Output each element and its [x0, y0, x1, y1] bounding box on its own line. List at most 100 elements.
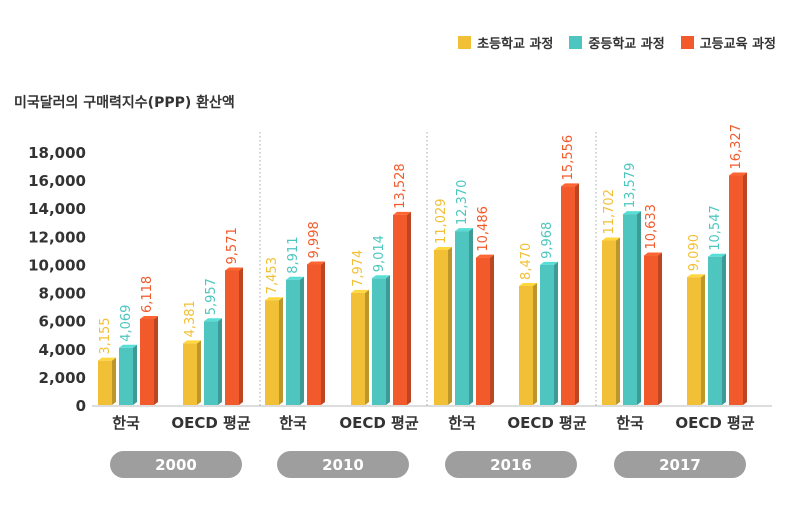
- bar-side: [658, 252, 662, 405]
- bar-value-label: 3,155: [98, 317, 113, 354]
- y-tick-label: 12,000: [28, 228, 86, 246]
- year-pill: [445, 451, 577, 478]
- bar-value-label: 16,327: [729, 124, 744, 170]
- bar-top: [351, 289, 369, 293]
- year-label: 2000: [155, 456, 197, 474]
- bar: [602, 240, 616, 405]
- bar: [393, 214, 407, 405]
- bar-side: [112, 357, 116, 405]
- bar-value-label: 9,090: [687, 234, 702, 271]
- x-category-label: OECD 평균: [339, 414, 418, 432]
- bar-top: [623, 211, 641, 215]
- year-pill: [614, 451, 746, 478]
- x-category-label: 한국: [112, 414, 140, 432]
- x-category-label: 한국: [279, 414, 307, 432]
- bar-side: [533, 282, 537, 405]
- bar-value-label: 6,118: [140, 276, 155, 313]
- bar-side: [743, 172, 747, 405]
- bar-value-label: 4,381: [183, 300, 198, 337]
- legend-label-elementary: 초등학교 과정: [477, 37, 554, 52]
- bar-top: [644, 252, 662, 256]
- bar-value-label: 8,911: [286, 237, 301, 274]
- bar: [687, 277, 701, 405]
- bar-top: [286, 276, 304, 280]
- bar: [140, 319, 154, 405]
- bar-side: [386, 275, 390, 405]
- y-tick-label: 8,000: [39, 285, 86, 303]
- bar: [372, 278, 386, 405]
- bar-value-label: 4,069: [119, 305, 134, 342]
- x-category-label: 한국: [448, 414, 476, 432]
- bar-side: [279, 297, 283, 405]
- bar: [351, 292, 365, 405]
- bar-top: [708, 253, 726, 257]
- bar-value-label: 10,486: [476, 206, 491, 252]
- bar-side: [448, 246, 452, 405]
- bar-top: [455, 228, 473, 232]
- bar-side: [490, 254, 494, 405]
- bar: [708, 256, 722, 405]
- bar-top: [140, 316, 158, 320]
- legend-item-elementary: 초등학교 과정: [458, 33, 553, 52]
- bar-side: [637, 211, 641, 405]
- bar-top: [372, 275, 390, 279]
- bar-value-label: 13,579: [623, 163, 638, 209]
- legend-item-secondary: 중등학교 과정: [569, 33, 665, 52]
- bar-side: [197, 340, 201, 405]
- bar-side: [133, 344, 137, 405]
- legend-label-tertiary: 고등교육 과정: [699, 37, 776, 52]
- bar-side: [321, 261, 325, 405]
- bar: [561, 186, 575, 405]
- bar: [455, 231, 469, 405]
- legend: 초등학교 과정 중등학교 과정 고등교육 과정: [458, 33, 776, 52]
- x-category-label: OECD 평균: [171, 414, 250, 432]
- bar-side: [365, 289, 369, 405]
- y-tick-label: 16,000: [28, 172, 86, 190]
- bar-value-label: 9,014: [372, 235, 387, 272]
- bar-side: [239, 267, 243, 405]
- bar: [119, 347, 133, 405]
- bar-value-label: 15,556: [561, 135, 576, 181]
- legend-swatch-elementary: [458, 36, 472, 49]
- bar-value-label: 5,957: [204, 278, 219, 315]
- bar-top: [602, 237, 620, 241]
- legend-label-secondary: 중등학교 과정: [588, 37, 665, 52]
- bar-top: [729, 172, 747, 176]
- x-category-label: OECD 평균: [507, 414, 586, 432]
- y-tick-label: 14,000: [28, 200, 86, 218]
- y-tick-label: 2,000: [39, 369, 86, 387]
- bar-top: [561, 183, 579, 187]
- bar-top: [119, 344, 137, 348]
- bar-value-label: 10,633: [644, 204, 659, 250]
- bar-value-label: 11,029: [434, 198, 449, 244]
- bar-top: [393, 211, 411, 215]
- year-pill: [277, 451, 409, 478]
- bar: [286, 279, 300, 405]
- bar-value-label: 9,998: [307, 221, 322, 258]
- bar-top: [265, 297, 283, 301]
- bar-value-label: 9,968: [540, 222, 555, 259]
- bar-top: [183, 340, 201, 344]
- y-tick-label: 6,000: [39, 313, 86, 331]
- bar-value-label: 9,571: [225, 227, 240, 264]
- y-tick-label: 4,000: [39, 341, 86, 359]
- bar-top: [476, 254, 494, 258]
- bar: [729, 175, 743, 405]
- bar-value-label: 13,528: [393, 163, 408, 209]
- x-category-label: OECD 평균: [675, 414, 754, 432]
- bar-top: [307, 261, 325, 265]
- bar-side: [469, 228, 473, 405]
- bar-value-label: 7,453: [265, 257, 280, 294]
- bar: [307, 264, 321, 405]
- bar: [519, 285, 533, 405]
- bar-top: [225, 267, 243, 271]
- bar-side: [218, 318, 222, 405]
- bar-value-label: 7,974: [351, 250, 366, 287]
- bar-side: [554, 261, 558, 405]
- bar-top: [98, 357, 116, 361]
- bar: [183, 343, 197, 405]
- year-pill: [110, 451, 242, 478]
- bar: [204, 321, 218, 405]
- bar-side: [701, 274, 705, 405]
